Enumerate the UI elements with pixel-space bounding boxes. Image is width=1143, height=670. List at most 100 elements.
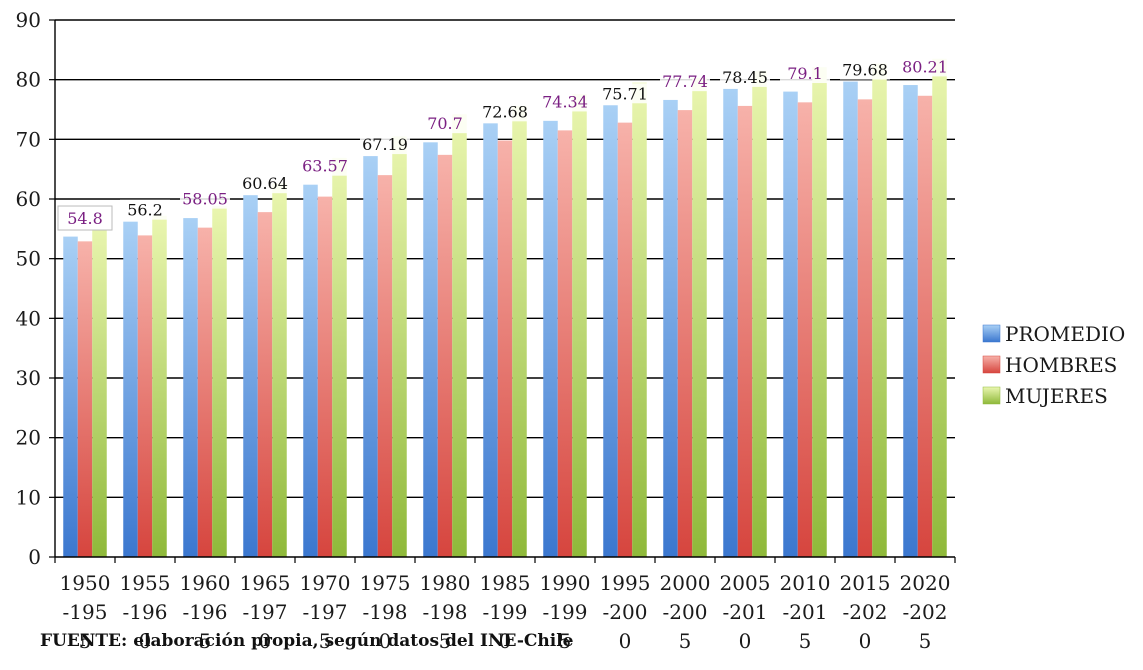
bar-hombres-5 [377,175,393,557]
x-tick-label: 2020 [900,571,951,595]
data-label-bg [780,63,830,84]
x-tick-label: 2010 [780,571,831,595]
x-tick-label: 5 [679,629,692,653]
x-tick-label: 1955 [120,571,171,595]
data-label: 72.68 [482,102,528,121]
x-tick-label: -197 [243,600,288,624]
data-label: 77.74 [662,72,708,91]
x-tick-label: 2000 [660,571,711,595]
x-tick-label: 5 [199,629,212,653]
x-tick-label: 0 [379,629,392,653]
legend-swatch-promedio [982,324,1001,343]
data-label: 56.2 [127,201,163,220]
bar-hombres-6 [437,154,453,557]
bar-mujeres-10 [692,77,707,557]
legend-label-hombres: HOMBRES [1005,353,1117,377]
y-tick-label: 10 [16,485,41,509]
bar-hombres-2 [197,227,213,557]
x-tick-label: -198 [423,600,468,624]
x-tick-label: 1975 [360,571,411,595]
bar-hombres-11 [737,105,753,558]
y-tick-label: 30 [16,366,41,390]
x-tick-label: 2015 [840,571,891,595]
source-note: FUENTE: elaboración propia, según datos … [40,631,574,651]
bar-promedio-7 [483,123,498,557]
axes: 01020304050607080901950-19551955-1960196… [16,8,956,653]
data-label-bg [720,66,770,87]
data-label: 75.71 [602,84,648,103]
x-tick-label: -199 [483,600,528,624]
bar-hombres-4 [317,196,333,558]
bar-mujeres-3 [272,183,287,558]
data-label-bg [120,199,170,220]
y-tick-label: 70 [16,127,41,151]
bar-promedio-12 [783,91,798,557]
x-tick-label: 0 [139,629,152,653]
legend: PROMEDIO HOMBRES MUJERES [982,322,1125,408]
x-tick-label: 5 [799,629,812,653]
bar-promedio-2 [183,218,198,557]
y-tick-label: 40 [16,306,41,330]
data-label: 58.05 [182,190,228,209]
x-tick-label: 0 [259,629,272,653]
y-tick-label: 0 [28,545,41,569]
bar-promedio-10 [663,99,678,557]
bar-mujeres-5 [392,136,407,557]
x-tick-label: -201 [723,600,768,624]
data-label: 67.19 [362,135,408,154]
x-tick-label: -199 [543,600,588,624]
data-label-bg [600,83,650,104]
bar-mujeres-0 [92,220,107,558]
y-tick-label: 50 [16,247,41,271]
bar-mujeres-14 [932,58,947,557]
x-tick-label: -201 [783,600,828,624]
data-label: 70.7 [427,114,463,133]
bar-promedio-3 [243,195,258,557]
x-tick-label: 5 [319,629,332,653]
x-tick-label: 1990 [540,571,591,595]
x-tick-label: -195 [63,600,108,624]
data-label: 74.34 [542,92,588,111]
x-tick-label: 0 [619,629,632,653]
x-tick-label: 5 [439,629,452,653]
data-label-bg [360,134,410,155]
bar-promedio-13 [843,81,858,557]
x-tick-label: 1985 [480,571,531,595]
bar-promedio-1 [123,221,138,558]
data-label-bg [300,155,350,176]
data-label: 79.1 [787,64,823,83]
bar-mujeres-4 [332,157,347,557]
y-tick-label: 60 [16,187,41,211]
x-tick-label: 1965 [240,571,291,595]
x-tick-label: 5 [79,629,92,653]
data-label: 54.8 [67,209,103,228]
bar-mujeres-1 [152,215,167,557]
legend-label-mujeres: MUJERES [1005,384,1108,408]
data-label-bg [240,173,290,194]
bar-hombres-10 [677,110,693,557]
bar-hombres-8 [557,130,573,557]
x-tick-label: 2005 [720,571,771,595]
bar-hombres-1 [137,235,153,557]
data-label: 80.21 [902,57,948,76]
x-tick-label: 1970 [300,571,351,595]
bar-mujeres-11 [752,70,767,557]
x-tick-label: 0 [859,629,872,653]
data-label-bg [480,101,530,122]
data-label-bg [540,91,590,112]
data-label-box [57,205,113,231]
bar-mujeres-8 [572,93,587,558]
data-label: 78.45 [722,68,768,87]
y-tick-label: 80 [16,68,41,92]
x-tick-label: 1950 [60,571,111,595]
bar-promedio-4 [303,184,318,557]
data-label-bg [180,188,230,209]
bars [63,58,947,558]
y-tick-label: 90 [16,8,41,32]
bar-mujeres-13 [872,63,887,558]
bar-mujeres-6 [452,114,467,558]
bar-promedio-9 [603,105,618,557]
x-tick-label: -200 [603,600,648,624]
x-tick-label: -202 [843,600,888,624]
data-label-bg [900,56,950,77]
